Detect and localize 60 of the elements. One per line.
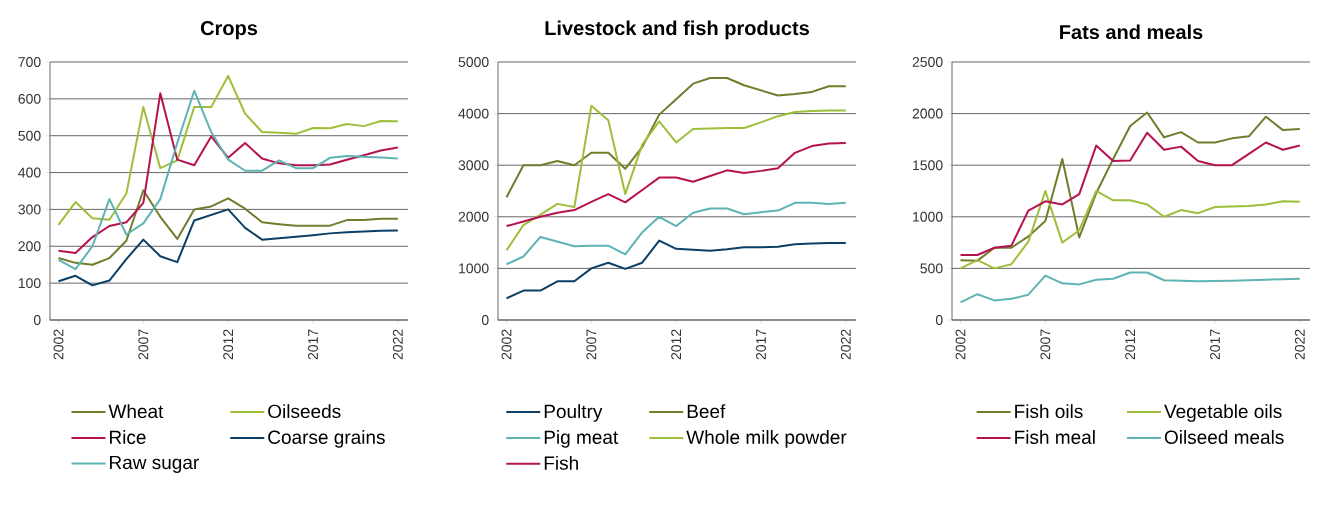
legend-label: Fish xyxy=(544,455,578,470)
y-tick-label: 500 xyxy=(920,263,943,274)
chart-title: Fats and meals xyxy=(1060,24,1203,40)
x-tick-label: 2012 xyxy=(223,329,234,360)
x-tick-label: 2007 xyxy=(1040,329,1051,360)
y-tick-label: 3000 xyxy=(458,160,489,171)
line-series xyxy=(505,104,847,252)
legend-label: Oilseed meals xyxy=(1164,430,1284,444)
line-series xyxy=(505,142,847,228)
y-tick-label: 2500 xyxy=(912,57,943,67)
legend-label: Rice xyxy=(110,430,146,444)
x-tick-label: 2002 xyxy=(53,329,64,360)
y-tick-label: 0 xyxy=(33,315,41,325)
y-tick-label: 0 xyxy=(481,315,489,325)
legend-label: Raw sugar xyxy=(110,455,199,473)
x-tick-label: 2022 xyxy=(1294,329,1305,360)
x-tick-label: 2002 xyxy=(955,329,966,360)
line-series xyxy=(959,271,1301,304)
x-tick-label: 2017 xyxy=(756,329,766,360)
legend-label: Poultry xyxy=(544,404,603,422)
y-tick-label: 0 xyxy=(935,315,943,325)
line-series xyxy=(57,75,399,226)
y-tick-label: 400 xyxy=(18,167,41,178)
y-tick-label: 500 xyxy=(18,130,41,141)
y-tick-label: 600 xyxy=(18,93,41,104)
x-tick-label: 2017 xyxy=(1210,329,1220,360)
line-series xyxy=(959,131,1301,256)
x-tick-label: 2012 xyxy=(671,329,682,360)
y-tick-label: 5000 xyxy=(458,57,489,67)
y-tick-label: 1000 xyxy=(913,211,943,222)
chart-title: Crops xyxy=(200,21,258,40)
legend-label: Oilseeds xyxy=(268,404,341,419)
line-series xyxy=(959,111,1301,262)
y-tick-label: 1000 xyxy=(459,263,489,274)
chart-title: Livestock and fish products xyxy=(545,20,809,40)
x-tick-label: 2017 xyxy=(308,329,318,360)
legend-label: Fish oils xyxy=(1015,404,1083,419)
x-tick-label: 2022 xyxy=(840,329,851,360)
line-series xyxy=(959,189,1301,270)
legend-label: Beef xyxy=(687,404,726,419)
y-tick-label: 200 xyxy=(18,241,41,252)
legend-label: Fish meal xyxy=(1015,430,1095,444)
legend-label: Wheat xyxy=(108,404,164,419)
legend-label: Pig meat xyxy=(544,430,619,448)
x-tick-label: 2007 xyxy=(138,329,149,360)
line-series xyxy=(505,239,847,300)
legend-label: Vegetable oils xyxy=(1164,404,1282,422)
y-tick-label: 100 xyxy=(18,278,41,289)
x-tick-label: 2002 xyxy=(501,329,512,360)
x-tick-label: 2007 xyxy=(586,329,597,360)
y-tick-label: 2000 xyxy=(458,211,489,222)
y-tick-label: 1500 xyxy=(913,160,943,171)
x-tick-label: 2022 xyxy=(392,329,403,360)
x-tick-label: 2012 xyxy=(1125,329,1136,360)
y-tick-label: 300 xyxy=(18,204,41,215)
y-tick-label: 4000 xyxy=(458,108,489,119)
y-tick-label: 700 xyxy=(18,57,41,67)
legend-label: Whole milk powder xyxy=(686,430,847,448)
y-tick-label: 2000 xyxy=(912,108,943,119)
legend-label: Coarse grains xyxy=(268,430,385,448)
